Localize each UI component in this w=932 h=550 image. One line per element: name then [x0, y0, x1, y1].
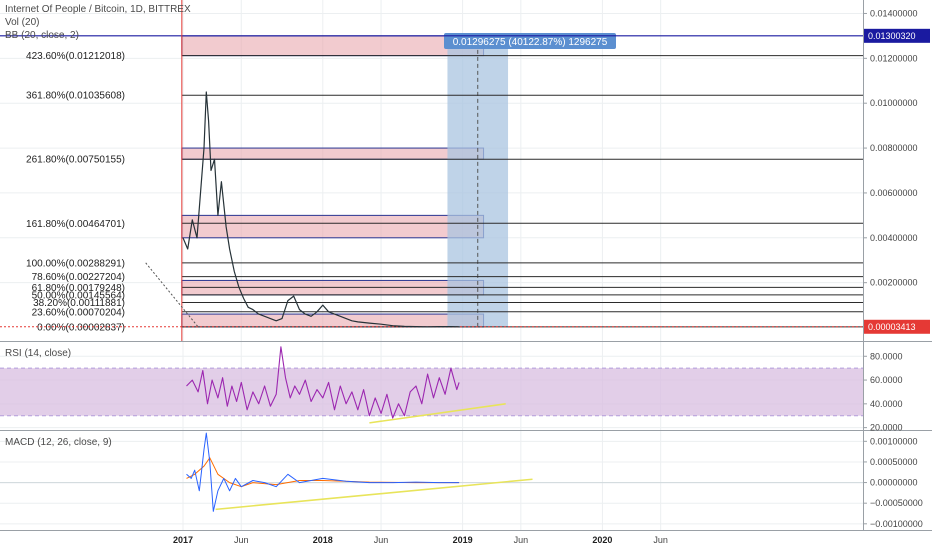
- measure-label-bg: [444, 33, 616, 49]
- x-tick-label: 2019: [453, 535, 473, 545]
- fib-zone: [181, 147, 485, 160]
- rsi-line: [186, 346, 460, 419]
- x-tick-label: Jun: [514, 535, 529, 545]
- x-tick-label: 2020: [592, 535, 612, 545]
- fib-zone: [181, 313, 485, 328]
- y-tick-label: 0.00800000: [870, 143, 918, 153]
- y-tick-label: 60.0000: [870, 375, 903, 385]
- fib-label: 161.80%(0.00464701): [26, 219, 125, 230]
- current-price-tag-bg: [864, 319, 930, 334]
- top-price-tag-bg: [864, 28, 930, 43]
- macd-line: [186, 432, 460, 512]
- fib-diagonal[interactable]: [145, 262, 199, 328]
- y-tick-label: 0.01200000: [870, 53, 918, 63]
- y-tick-label: 0.01000000: [870, 98, 918, 108]
- measure-box[interactable]: [447, 35, 509, 327]
- macd-pane[interactable]: [0, 431, 863, 530]
- fib-label: 261.80%(0.00750155): [26, 155, 125, 166]
- fib-label: 50.00%(0.00145564): [32, 290, 125, 301]
- y-tick-label: −0.00100000: [870, 519, 923, 529]
- price-line: [182, 91, 460, 328]
- y-tick-label: 0.00200000: [870, 278, 918, 288]
- x-tick-label: Jun: [653, 535, 668, 545]
- fib-label: 78.60%(0.00227204): [32, 272, 125, 283]
- y-tick-label: 0.00400000: [870, 233, 918, 243]
- chart-title[interactable]: Internet Of People / Bitcoin, 1D, BITTRE…: [5, 4, 191, 15]
- rsi-trendline[interactable]: [369, 403, 506, 424]
- y-tick-label: 0.01400000: [870, 8, 918, 18]
- measure-label: 0.01296275 (40122.87%) 1296275: [453, 37, 608, 48]
- y-tick-label: 80.0000: [870, 351, 903, 361]
- x-tick-label: 2018: [313, 535, 333, 545]
- rsi-legend[interactable]: RSI (14, close): [5, 348, 71, 359]
- y-tick-label: 20.0000: [870, 423, 903, 433]
- series-group: [182, 91, 460, 512]
- fib-label: 23.60%(0.00070204): [32, 307, 125, 318]
- x-tick-label: 2017: [173, 535, 193, 545]
- time-axis[interactable]: [0, 530, 932, 550]
- fib-label: 423.60%(0.01212018): [26, 51, 125, 62]
- top-price-tag: 0.01300320: [868, 31, 916, 41]
- y-tick-label: 0.00100000: [870, 436, 918, 446]
- trendlines[interactable]: [215, 403, 533, 511]
- y-tick-label: 0.00600000: [870, 188, 918, 198]
- price-axis[interactable]: [863, 0, 932, 530]
- y-tick-label: 0.00000000: [870, 478, 918, 488]
- fib-label: 38.20%(0.00111881): [33, 298, 125, 309]
- vol-legend[interactable]: Vol (20): [5, 17, 39, 28]
- price-tags: 0.01300320 0.00003413: [864, 28, 930, 334]
- measure-group[interactable]: 0.01296275 (40122.87%) 1296275: [444, 33, 616, 327]
- current-price-tag: 0.00003413: [868, 322, 916, 332]
- fib-zone: [181, 35, 485, 57]
- fib-label: 361.80%(0.01035608): [26, 91, 125, 102]
- y-tick-label: 40.0000: [870, 399, 903, 409]
- fib-label: 100.00%(0.00288291): [26, 258, 125, 269]
- macd-legend[interactable]: MACD (12, 26, close, 9): [5, 437, 112, 448]
- x-tick-label: Jun: [374, 535, 389, 545]
- y-tick-label: 0.00050000: [870, 457, 918, 467]
- fib-label: 0.00%(0.00002837): [37, 322, 125, 333]
- bb-legend[interactable]: BB (20, close, 2): [5, 30, 79, 41]
- fib-levels[interactable]: 423.60%(0.01212018) 361.80%(0.01035608) 26…: [0, 0, 863, 341]
- fib-label: 61.80%(0.00179248): [32, 283, 125, 294]
- x-tick-label: Jun: [234, 535, 249, 545]
- macd-trendline[interactable]: [215, 478, 533, 511]
- axis-labels: 2017 Jun 2018 Jun 2019 Jun 2020 Jun 0.01400000 0.…: [173, 8, 923, 545]
- y-tick-label: −0.00050000: [870, 498, 923, 508]
